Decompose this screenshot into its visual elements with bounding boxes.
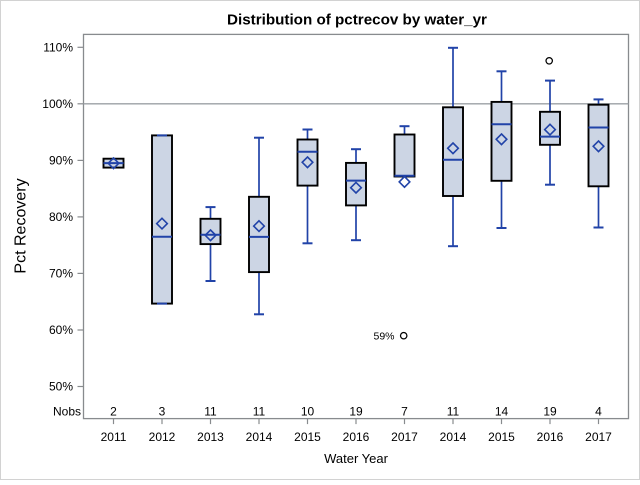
svg-text:11: 11 [204,405,217,419]
svg-text:11: 11 [253,405,266,419]
svg-text:80%: 80% [49,210,73,224]
svg-text:10: 10 [301,405,315,419]
svg-text:19: 19 [543,405,557,419]
svg-text:2014: 2014 [440,430,467,444]
svg-text:3: 3 [159,405,166,419]
svg-text:60%: 60% [49,323,73,337]
svg-text:Water Year: Water Year [324,451,389,466]
svg-text:2016: 2016 [343,430,370,444]
svg-text:2014: 2014 [246,430,273,444]
svg-text:2012: 2012 [149,430,176,444]
svg-text:2013: 2013 [197,430,224,444]
svg-text:70%: 70% [49,267,73,281]
svg-text:14: 14 [495,405,509,419]
svg-text:Nobs: Nobs [53,405,81,419]
svg-text:Distribution of pctrecov by wa: Distribution of pctrecov by water_yr [227,12,487,29]
svg-text:59%: 59% [373,331,394,343]
svg-text:100%: 100% [42,97,73,111]
svg-text:110%: 110% [43,41,73,55]
svg-text:2017: 2017 [585,430,612,444]
svg-text:Pct Recovery: Pct Recovery [13,178,30,273]
svg-text:2015: 2015 [488,430,515,444]
svg-text:2015: 2015 [294,430,321,444]
svg-text:19: 19 [349,405,363,419]
svg-text:11: 11 [447,405,460,419]
svg-text:50%: 50% [49,380,73,394]
svg-text:2: 2 [110,405,117,419]
svg-text:2017: 2017 [391,430,418,444]
svg-text:4: 4 [595,405,602,419]
svg-text:2016: 2016 [537,430,564,444]
svg-text:7: 7 [401,405,408,419]
svg-text:2011: 2011 [101,430,127,444]
svg-text:90%: 90% [49,154,73,168]
